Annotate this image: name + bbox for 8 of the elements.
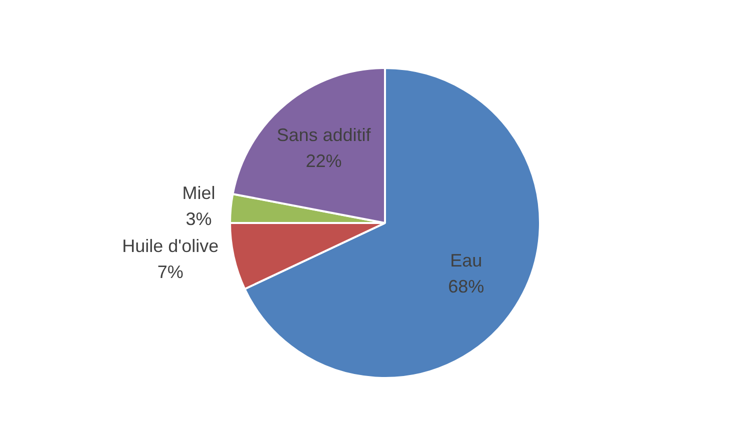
data-label: 3% [186,208,212,229]
slice-label: Huile d'olive [122,236,219,256]
data-label: 22% [306,150,342,171]
slice-label: Eau [450,250,482,270]
slice-label: Sans additif [276,124,372,145]
slice-label: Miel [182,182,216,203]
data-label: 68% [448,276,484,296]
data-label: 7% [157,262,184,282]
